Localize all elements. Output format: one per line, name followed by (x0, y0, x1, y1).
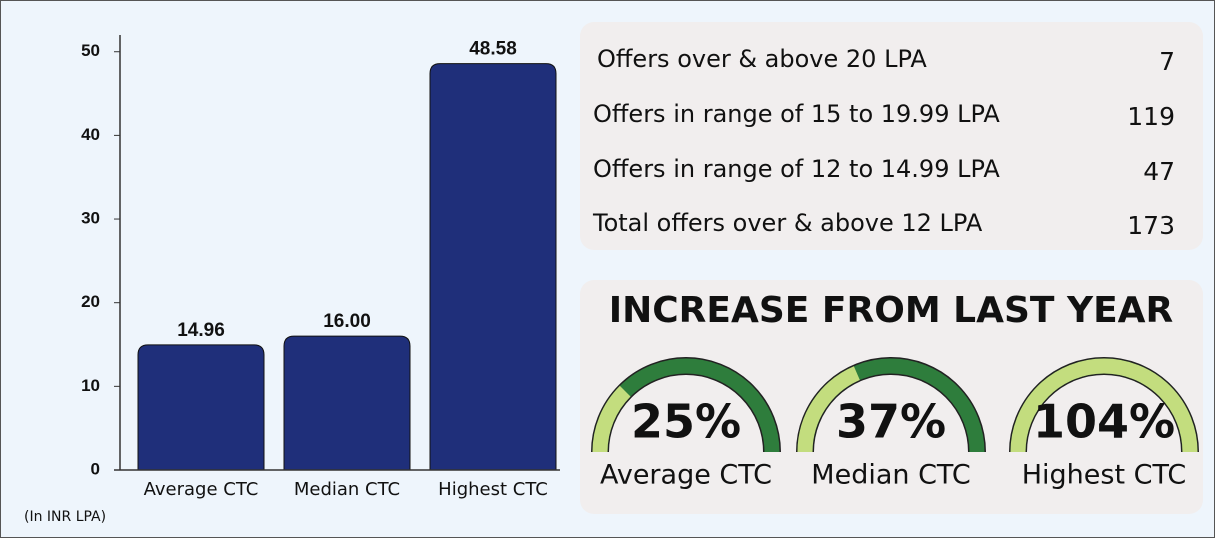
y-tick-label: 50 (81, 41, 100, 60)
y-tick-label: 0 (91, 459, 100, 478)
unit-note: (In INR LPA) (24, 509, 106, 525)
gauge-label: Highest CTC (1022, 460, 1187, 491)
value-label: 48.58 (469, 39, 517, 60)
offers-panel (580, 22, 1203, 250)
increase-panel (580, 280, 1203, 514)
offer-label: Offers in range of 12 to 14.99 LPA (593, 155, 1000, 183)
bar (283, 335, 411, 471)
x-tick-label: Average CTC (144, 479, 259, 500)
offer-label: Offers over & above 20 LPA (597, 45, 927, 73)
offer-count: 47 (1143, 157, 1175, 186)
offer-label: Offers in range of 15 to 19.99 LPA (593, 100, 1000, 128)
bar (429, 63, 557, 471)
y-tick-label: 30 (81, 209, 100, 228)
gauge-arc (797, 366, 861, 453)
gauge-value: 25% (631, 395, 741, 449)
gauge-label: Median CTC (811, 460, 970, 491)
gauge-arc (1010, 358, 1198, 453)
offer-count: 119 (1127, 102, 1175, 131)
value-label: 14.96 (177, 320, 225, 341)
value-label: 16.00 (323, 311, 371, 332)
bar (137, 344, 265, 471)
gauge-title: INCREASE FROM LAST YEAR (609, 290, 1174, 331)
gauge-label: Average CTC (600, 460, 772, 491)
y-tick-label: 40 (81, 125, 100, 144)
gauge-value: 37% (836, 395, 946, 449)
gauge-value: 104% (1033, 395, 1175, 449)
y-tick-label: 20 (81, 292, 100, 311)
offer-count: 173 (1127, 211, 1175, 240)
x-tick-label: Median CTC (294, 479, 400, 500)
gauge-arc (592, 385, 631, 453)
y-tick-label: 10 (81, 376, 100, 395)
offer-count: 7 (1159, 47, 1175, 76)
offer-label: Total offers over & above 12 LPA (592, 209, 983, 237)
x-tick-label: Highest CTC (438, 479, 548, 500)
